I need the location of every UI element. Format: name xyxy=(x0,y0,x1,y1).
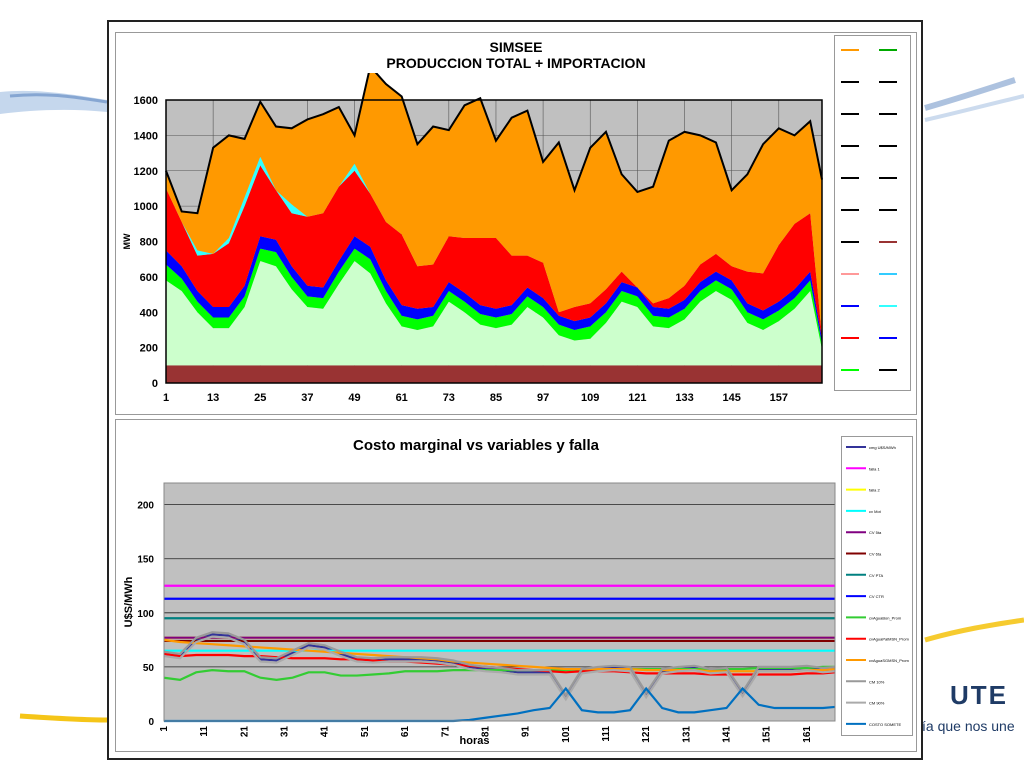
y-tick-label: 200 xyxy=(137,501,154,512)
area-series-green xyxy=(166,248,822,350)
legend-label: CV PTA xyxy=(869,573,883,578)
y-tick-label: 1200 xyxy=(134,166,158,178)
x-tick-label: 121 xyxy=(628,392,646,404)
x-tick-label: 73 xyxy=(443,392,455,404)
x-tick-label: 1 xyxy=(159,726,170,732)
x-tick-label: 61 xyxy=(400,726,411,738)
x-tick-label: 13 xyxy=(207,392,219,404)
marginal-cost-chart-legend: cmg U$S/MWh falla 1 falla 2 cv Mot CV 5ta CV … xyxy=(841,436,913,736)
production-area-chart: 0 200 400 600 800 1000 1200 1400 1600 1 13 25 37 49 61… xyxy=(122,73,823,404)
x-tick-label: 85 xyxy=(490,392,502,404)
legend-label: COSTO SOMETE xyxy=(869,722,901,727)
x-tick-label: 11 xyxy=(199,726,210,737)
y-tick-label: 600 xyxy=(140,272,158,284)
marginal-cost-chart-title: Costo marginal vs variables y falla xyxy=(353,437,599,454)
area-series-orange xyxy=(166,73,822,338)
y-axis-label: U$S/MWh xyxy=(123,576,135,627)
y-tick-label: 1600 xyxy=(134,95,158,107)
total-line xyxy=(165,73,823,215)
x-tick-label: 109 xyxy=(581,392,599,404)
x-tick-label: 157 xyxy=(770,392,788,404)
legend-label: cmg U$S/MWh xyxy=(869,445,896,450)
legend-label: CV 6ta xyxy=(869,552,882,557)
legend-label: falla 1 xyxy=(869,466,880,471)
y-tick-label: 800 xyxy=(140,237,158,249)
legend-label: cvAguaSGMSN_Prom xyxy=(869,658,909,663)
legend-label: falla 2 xyxy=(869,488,880,493)
x-tick-label: 61 xyxy=(396,392,408,404)
legend-label: cvAguaBon_Prom xyxy=(869,615,902,620)
legend-label: CV 5ta xyxy=(869,530,882,535)
y-axis-label: MW xyxy=(122,233,132,249)
x-tick-label: 37 xyxy=(301,392,313,404)
plot-border xyxy=(165,99,823,384)
plot-area xyxy=(164,483,835,721)
legend-label: CV CTR xyxy=(869,594,884,599)
x-tick-label: 111 xyxy=(601,726,612,742)
x-tick-label: 161 xyxy=(802,726,813,743)
x-tick-label: 71 xyxy=(440,726,451,738)
x-tick-label: 141 xyxy=(722,726,733,743)
x-tick-label: 41 xyxy=(320,726,331,738)
production-chart-legend xyxy=(834,35,911,403)
brand-tagline: ía que nos une xyxy=(922,718,1015,734)
x-tick-label: 31 xyxy=(280,726,291,738)
y-tick-label: 100 xyxy=(137,609,154,620)
area-series-base xyxy=(166,365,822,383)
legend-label: cvAguaPalMSN_Prom xyxy=(869,637,909,642)
area-series-red xyxy=(166,165,822,339)
x-tick-label: 121 xyxy=(641,726,652,743)
x-tick-label: 101 xyxy=(561,726,572,743)
x-tick-label: 145 xyxy=(722,392,740,404)
legend-label: cv Mot xyxy=(869,509,882,514)
x-tick-label: 81 xyxy=(480,726,491,738)
production-chart-panel: SIMSEE PRODUCCION TOTAL + IMPORTACION 0 2… xyxy=(115,32,917,415)
y-tick-label: 0 xyxy=(148,717,154,728)
x-tick-label: 97 xyxy=(537,392,549,404)
y-tick-label: 400 xyxy=(140,307,158,319)
y-tick-label: 1400 xyxy=(134,130,158,142)
x-tick-label: 51 xyxy=(360,726,371,738)
marginal-cost-legend-swatches: cmg U$S/MWh falla 1 falla 2 cv Mot CV 5ta CV … xyxy=(846,445,909,727)
x-tick-label: 151 xyxy=(762,726,773,743)
area-series-green_light xyxy=(166,260,822,366)
y-tick-label: 50 xyxy=(143,663,155,674)
brand-logo: UTE xyxy=(950,680,1008,710)
production-chart-subtitle: PRODUCCION TOTAL + IMPORTACION xyxy=(386,55,646,71)
line-series xyxy=(163,635,836,702)
slide-frame: SIMSEE PRODUCCION TOTAL + IMPORTACION 0 2… xyxy=(107,20,923,760)
y-tick-label: 1000 xyxy=(134,201,158,213)
y-tick-label: 150 xyxy=(137,555,154,566)
legend-label: CM 10% xyxy=(869,679,885,684)
line-series xyxy=(163,631,836,698)
y-tick-label: 200 xyxy=(140,343,158,355)
x-tick-label: 131 xyxy=(681,726,692,743)
production-legend-swatches xyxy=(841,49,897,403)
x-axis-label: horas xyxy=(460,735,490,747)
marginal-cost-chart-panel: Costo marginal vs variables y falla 0 50 1… xyxy=(115,419,917,752)
plot-border xyxy=(163,482,836,722)
x-tick-label: 91 xyxy=(521,726,532,738)
y-tick-label: 0 xyxy=(152,378,158,390)
x-tick-label: 1 xyxy=(163,392,169,404)
legend-label: CM 90% xyxy=(869,701,885,706)
x-tick-label: 133 xyxy=(675,392,693,404)
x-tick-label: 49 xyxy=(348,392,360,404)
production-chart-title: SIMSEE xyxy=(489,39,543,55)
x-tick-label: 25 xyxy=(254,392,266,404)
x-tick-label: 21 xyxy=(239,726,250,738)
